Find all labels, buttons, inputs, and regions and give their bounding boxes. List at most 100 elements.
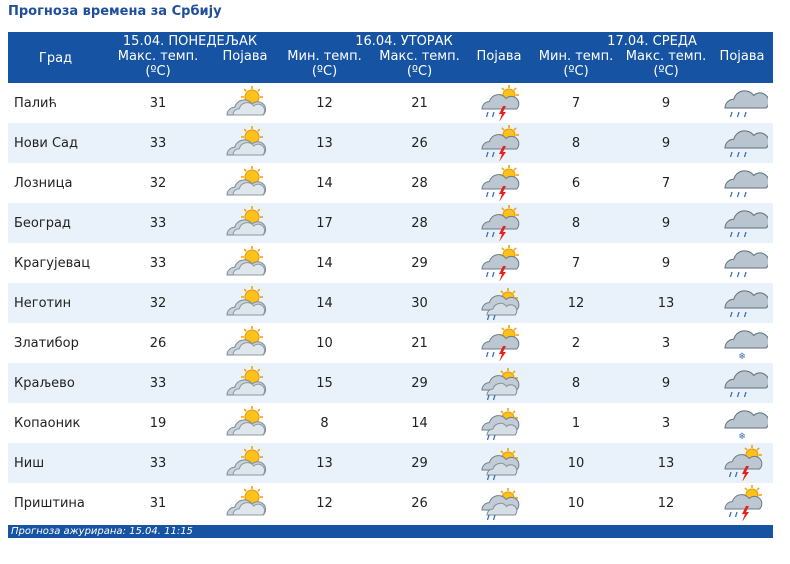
day3-phenomenon-cell: ❄ [711, 403, 773, 443]
day3-max-temp-cell: 7 [661, 175, 671, 191]
rain-icon [724, 90, 769, 118]
forecast-table: Град 15.04. ПОНЕДЕЉАК 16.04. УТОРАК 17.0… [8, 32, 774, 523]
day2-min-temp-cell: 10 [316, 335, 333, 351]
day3-max-temp-cell: 13 [621, 443, 712, 483]
day2-max-temp-cell: 28 [372, 203, 468, 243]
day2-max-temp-cell: 29 [372, 443, 468, 483]
rain-icon [724, 130, 769, 158]
day3-max-temp-cell: 3 [661, 335, 671, 351]
day3-phenomenon-cell [711, 283, 774, 323]
sun-cloud-icon [226, 206, 267, 236]
cloud-shower-icon [481, 488, 520, 521]
day3-max-temp-cell: 9 [621, 203, 712, 243]
day2-min-temp-cell: 14 [316, 255, 333, 271]
day3-phenomenon-cell [711, 203, 774, 243]
day2-min-temp-cell: 13 [277, 443, 373, 483]
sun-cloud-icon [226, 166, 267, 196]
day3-min-temp-cell: 2 [571, 335, 581, 351]
day1-phenomenon-cell [213, 363, 278, 403]
day2-header: 16.04. УТОРАК [277, 32, 532, 49]
day1-phenomenon-cell [213, 443, 278, 483]
table-row: Краљево 33 15 29 8 9 [8, 363, 774, 403]
sun-cloud-icon [226, 326, 267, 356]
rain-icon [724, 210, 769, 238]
day1-phenomenon-cell [213, 283, 278, 323]
rain-icon [724, 170, 769, 198]
page-title: Прогноза времена за Србију [8, 4, 222, 19]
day2-min-temp-cell: 8 [320, 415, 329, 431]
day3-min-temp-cell: 10 [567, 495, 585, 511]
thunderstorm-icon [481, 85, 520, 121]
day1-max-temp-cell: 33 [103, 203, 213, 243]
day1-phenomenon-cell [213, 163, 277, 203]
forecast-table-frame: Град 15.04. ПОНЕДЕЉАК 16.04. УТОРАК 17.0… [8, 32, 774, 523]
day3-max-temp-cell: 13 [621, 283, 712, 323]
thunderstorm-icon [481, 125, 520, 161]
day3-min-temp-cell: 7 [571, 95, 581, 111]
snow-icon: ❄ [724, 410, 769, 441]
day3-min-temp-cell: 10 [531, 443, 622, 483]
day3-phenomenon-header: Појава [711, 49, 774, 83]
day2-phenomenon-cell [467, 283, 532, 323]
day3-min-temp-cell: 1 [571, 415, 581, 431]
thunderstorm-icon [481, 165, 520, 201]
city-cell: Нови Сад [8, 123, 103, 163]
day3-max-temp-cell: 12 [657, 495, 675, 511]
day3-min-temp-cell: 8 [531, 123, 622, 163]
day1-max-temp-cell: 19 [149, 415, 167, 431]
day1-max-temp-cell: 33 [103, 443, 213, 483]
city-cell: Крагујевац [14, 255, 91, 271]
table-row: Београд 33 17 28 8 9 [8, 203, 774, 243]
day3-phenomenon-cell [711, 83, 773, 123]
day3-max-temp-cell: 9 [621, 363, 712, 403]
rain-icon [724, 250, 769, 278]
city-cell: Копаоник [14, 415, 81, 431]
city-cell: Лозница [14, 175, 73, 191]
city-column-header: Град [8, 32, 103, 83]
day1-max-temp-cell: 33 [149, 255, 167, 271]
day1-phenomenon-header: Појава [213, 49, 278, 83]
day1-max-temp-cell: 32 [103, 283, 213, 323]
day3-min-temp-cell: 8 [531, 203, 622, 243]
day3-max-temp-header: Макс. темп. (ºC) [621, 49, 712, 83]
day2-min-temp-header: Мин. темп. (ºC) [277, 49, 373, 83]
cloud-shower-icon [481, 448, 520, 481]
city-cell: Београд [8, 203, 103, 243]
day2-min-temp-cell: 12 [316, 495, 333, 511]
day2-phenomenon-cell [467, 363, 532, 403]
day3-phenomenon-cell [711, 163, 773, 203]
day1-phenomenon-cell [213, 323, 277, 363]
sun-cloud-icon [226, 86, 267, 116]
day2-phenomenon-cell [467, 443, 532, 483]
thunderstorm-icon [481, 205, 520, 241]
city-cell: Палић [14, 95, 57, 111]
day2-phenomenon-cell [467, 163, 531, 203]
city-cell: Ниш [8, 443, 103, 483]
table-row: Неготин 32 14 30 12 13 [8, 283, 774, 323]
table-row: Лозница 32 14 28 6 7 [8, 163, 773, 203]
city-cell: Неготин [8, 283, 103, 323]
day1-max-temp-cell: 32 [149, 175, 167, 191]
rain-icon [724, 290, 769, 318]
day3-max-temp-cell: 9 [621, 123, 712, 163]
sun-cloud-icon [226, 446, 267, 476]
table-row: Крагујевац 33 14 29 7 9 [8, 243, 773, 283]
sun-cloud-icon [226, 126, 267, 156]
day2-max-temp-cell: 28 [411, 175, 428, 191]
city-cell: Златибор [14, 335, 79, 351]
thunderstorm-icon [724, 485, 763, 521]
day3-min-temp-cell: 8 [531, 363, 622, 403]
forecast-table-body: Палић 31 12 21 7 9 Нови Сад 33 13 26 8 9 Лозница 32 14… [8, 83, 774, 523]
cloud-shower-icon [481, 368, 520, 401]
day3-min-temp-cell: 7 [571, 255, 581, 271]
cloud-shower-icon [481, 288, 520, 321]
thunderstorm-icon [724, 445, 763, 481]
day2-phenomenon-header: Појава [467, 49, 532, 83]
svg-text:❄: ❄ [738, 432, 746, 441]
sun-cloud-icon [226, 406, 267, 436]
snow-icon: ❄ [724, 330, 769, 361]
day3-max-temp-cell: 9 [661, 255, 671, 271]
forecast-updated-footer: Прогноза ажурирана: 15.04. 11:15 [8, 525, 773, 538]
sun-cloud-icon [226, 286, 267, 316]
day1-max-temp-cell: 33 [103, 363, 213, 403]
